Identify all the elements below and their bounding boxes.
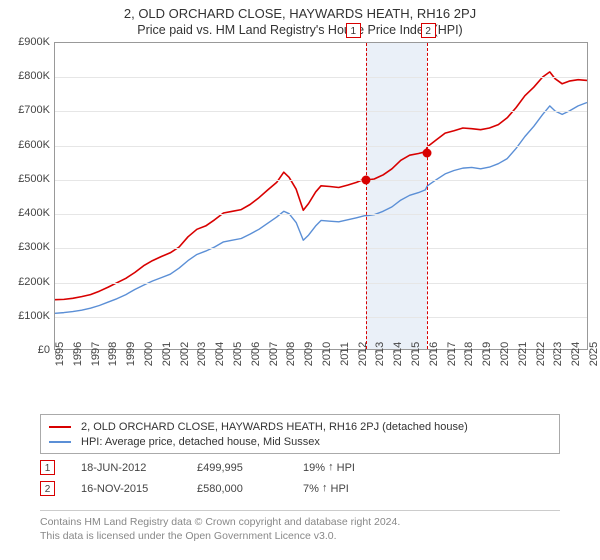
- legend-label: HPI: Average price, detached house, Mid …: [81, 436, 320, 448]
- legend-swatch: [49, 441, 71, 443]
- legend-item: 2, OLD ORCHARD CLOSE, HAYWARDS HEATH, RH…: [49, 419, 551, 434]
- x-axis-label: 1999: [125, 342, 137, 366]
- x-axis-label: 2017: [446, 342, 458, 366]
- sale-hpi: 19% ↑ HPI: [303, 462, 393, 474]
- x-axis-label: 2016: [428, 342, 440, 366]
- gridline-h: [55, 180, 587, 181]
- sale-date: 16-NOV-2015: [81, 483, 171, 495]
- footer-line2: This data is licensed under the Open Gov…: [40, 529, 560, 543]
- footer-attribution: Contains HM Land Registry data © Crown c…: [40, 510, 560, 543]
- gridline-h: [55, 214, 587, 215]
- x-axis-label: 1995: [54, 342, 66, 366]
- y-axis-label: £0: [6, 344, 50, 356]
- event-flag-1: 1: [346, 23, 361, 38]
- x-axis-label: 2022: [535, 342, 547, 366]
- event-line-1: [366, 43, 367, 349]
- chart-title-block: 2, OLD ORCHARD CLOSE, HAYWARDS HEATH, RH…: [0, 0, 600, 39]
- footer-line1: Contains HM Land Registry data © Crown c…: [40, 515, 560, 529]
- x-axis-label: 2011: [339, 342, 351, 366]
- gridline-h: [55, 317, 587, 318]
- x-axis-label: 1998: [107, 342, 119, 366]
- x-axis-label: 2002: [179, 342, 191, 366]
- sale-hpi: 7% ↑ HPI: [303, 483, 393, 495]
- y-axis-label: £900K: [6, 36, 50, 48]
- x-axis-label: 2021: [517, 342, 529, 366]
- event-flag-2: 2: [421, 23, 436, 38]
- x-axis-label: 2010: [321, 342, 333, 366]
- sale-row: 2 16-NOV-2015 £580,000 7% ↑ HPI: [40, 481, 560, 496]
- sale-flag: 2: [40, 481, 55, 496]
- chart-title-main: 2, OLD ORCHARD CLOSE, HAYWARDS HEATH, RH…: [10, 6, 590, 21]
- x-axis-label: 2001: [161, 342, 173, 366]
- chart-area: 12 £0 £100K £200K £300K £400K £500K £600K £700K…: [8, 42, 592, 377]
- y-axis-label: £200K: [6, 276, 50, 288]
- x-axis-label: 2008: [285, 342, 297, 366]
- gridline-h: [55, 111, 587, 112]
- sales-table: 1 18-JUN-2012 £499,995 19% ↑ HPI 2 16-NOV-201…: [40, 460, 560, 502]
- x-axis-label: 2018: [463, 342, 475, 366]
- x-axis-label: 2003: [196, 342, 208, 366]
- x-axis-label: 2019: [481, 342, 493, 366]
- x-axis-label: 2014: [392, 342, 404, 366]
- legend-box: 2, OLD ORCHARD CLOSE, HAYWARDS HEATH, RH…: [40, 414, 560, 454]
- sale-row: 1 18-JUN-2012 £499,995 19% ↑ HPI: [40, 460, 560, 475]
- gridline-h: [55, 248, 587, 249]
- x-axis-label: 1996: [72, 342, 84, 366]
- x-axis-label: 2007: [268, 342, 280, 366]
- x-axis-label: 2013: [374, 342, 386, 366]
- sale-price: £580,000: [197, 483, 277, 495]
- arrow-up-icon: ↑: [322, 482, 328, 494]
- sale-date: 18-JUN-2012: [81, 462, 171, 474]
- x-axis-label: 2024: [570, 342, 582, 366]
- y-axis-label: £400K: [6, 207, 50, 219]
- y-axis-label: £500K: [6, 173, 50, 185]
- event-line-2: [427, 43, 428, 349]
- y-axis-label: £100K: [6, 310, 50, 322]
- x-axis-label: 2009: [303, 342, 315, 366]
- event-marker-2: [422, 148, 431, 157]
- legend-label: 2, OLD ORCHARD CLOSE, HAYWARDS HEATH, RH…: [81, 421, 468, 433]
- x-axis-label: 2020: [499, 342, 511, 366]
- x-axis-label: 2025: [588, 342, 600, 366]
- x-axis-label: 2023: [552, 342, 564, 366]
- x-axis-label: 2006: [250, 342, 262, 366]
- gridline-h: [55, 283, 587, 284]
- event-marker-1: [361, 175, 370, 184]
- sale-flag: 1: [40, 460, 55, 475]
- chart-svg: [55, 43, 587, 349]
- arrow-up-icon: ↑: [328, 461, 334, 473]
- x-axis-label: 1997: [90, 342, 102, 366]
- y-axis-label: £300K: [6, 241, 50, 253]
- legend-item: HPI: Average price, detached house, Mid …: [49, 434, 551, 449]
- gridline-h: [55, 146, 587, 147]
- y-axis-label: £800K: [6, 70, 50, 82]
- gridline-h: [55, 77, 587, 78]
- sale-price: £499,995: [197, 462, 277, 474]
- x-axis-label: 2015: [410, 342, 422, 366]
- plot-region: 12: [54, 42, 588, 350]
- x-axis-label: 2012: [357, 342, 369, 366]
- x-axis-label: 2004: [214, 342, 226, 366]
- y-axis-label: £700K: [6, 104, 50, 116]
- chart-title-sub: Price paid vs. HM Land Registry's House …: [10, 23, 590, 37]
- y-axis-label: £600K: [6, 139, 50, 151]
- series-price_paid: [55, 72, 587, 300]
- legend-swatch: [49, 426, 71, 428]
- x-axis-label: 2000: [143, 342, 155, 366]
- x-axis-label: 2005: [232, 342, 244, 366]
